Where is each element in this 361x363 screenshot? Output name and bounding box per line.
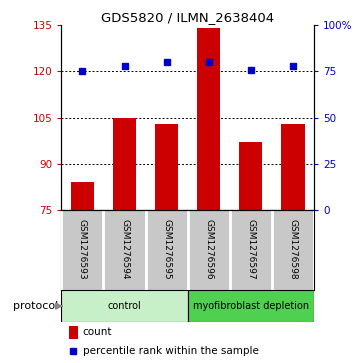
Text: protocol: protocol: [13, 301, 58, 311]
Text: GSM1276598: GSM1276598: [288, 219, 297, 280]
Bar: [71, 182, 94, 210]
Text: control: control: [108, 301, 142, 311]
Bar: [197, 28, 220, 210]
Bar: [239, 142, 262, 210]
Bar: [155, 124, 178, 210]
Text: GSM1276594: GSM1276594: [120, 219, 129, 280]
Bar: [282, 124, 305, 210]
Text: GSM1276595: GSM1276595: [162, 219, 171, 280]
Bar: [69, 326, 78, 339]
Text: count: count: [83, 327, 112, 338]
Bar: [188, 290, 314, 322]
Text: percentile rank within the sample: percentile rank within the sample: [83, 346, 259, 356]
Title: GDS5820 / ILMN_2638404: GDS5820 / ILMN_2638404: [101, 11, 274, 24]
Bar: [61, 290, 188, 322]
Text: myofibroblast depletion: myofibroblast depletion: [193, 301, 309, 311]
Bar: [113, 118, 136, 210]
Text: GSM1276596: GSM1276596: [204, 219, 213, 280]
Text: GSM1276593: GSM1276593: [78, 219, 87, 280]
Text: GSM1276597: GSM1276597: [247, 219, 255, 280]
